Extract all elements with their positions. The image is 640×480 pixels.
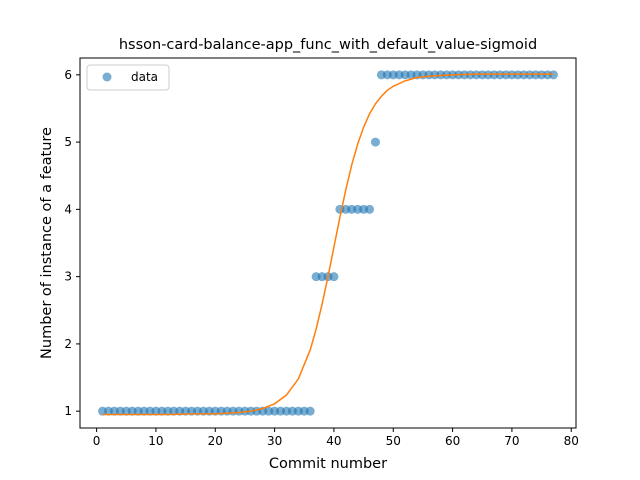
x-tick-label: 60: [445, 434, 460, 448]
y-tick-label: 3: [64, 270, 72, 284]
data-point: [329, 272, 339, 282]
x-tick-label: 50: [386, 434, 401, 448]
x-axis-label: Commit number: [269, 456, 387, 472]
plot-frame: [79, 57, 577, 429]
data-point: [370, 137, 380, 147]
x-tick-label: 10: [148, 434, 163, 448]
x-axis: 0 10 20 30 40 50 60 70 80: [93, 428, 579, 448]
x-tick-label: 80: [564, 434, 579, 448]
data-point: [365, 204, 375, 214]
x-tick-label: 70: [504, 434, 519, 448]
legend-box: [86, 64, 170, 91]
x-tick-label: 30: [267, 434, 282, 448]
y-axis-label: Number of instance of a feature: [39, 127, 55, 359]
x-tick-label: 0: [93, 434, 101, 448]
fit-curve: [102, 73, 554, 416]
y-tick-label: 4: [64, 202, 72, 216]
chart-title: hsson-card-balance-app_func_with_default…: [119, 37, 537, 53]
x-tick-label: 40: [326, 434, 341, 448]
data-point: [305, 406, 315, 416]
y-tick-label: 6: [64, 68, 72, 82]
plot-area: [98, 70, 558, 416]
y-tick-label: 5: [64, 135, 72, 149]
legend: data: [86, 64, 170, 91]
x-tick-label: 20: [208, 434, 223, 448]
legend-marker: [102, 72, 112, 82]
y-axis: 1 2 3 4 5 6: [64, 68, 80, 418]
legend-label-data: data: [131, 70, 158, 84]
y-tick-label: 2: [64, 337, 72, 351]
y-tick-label: 1: [64, 404, 72, 418]
